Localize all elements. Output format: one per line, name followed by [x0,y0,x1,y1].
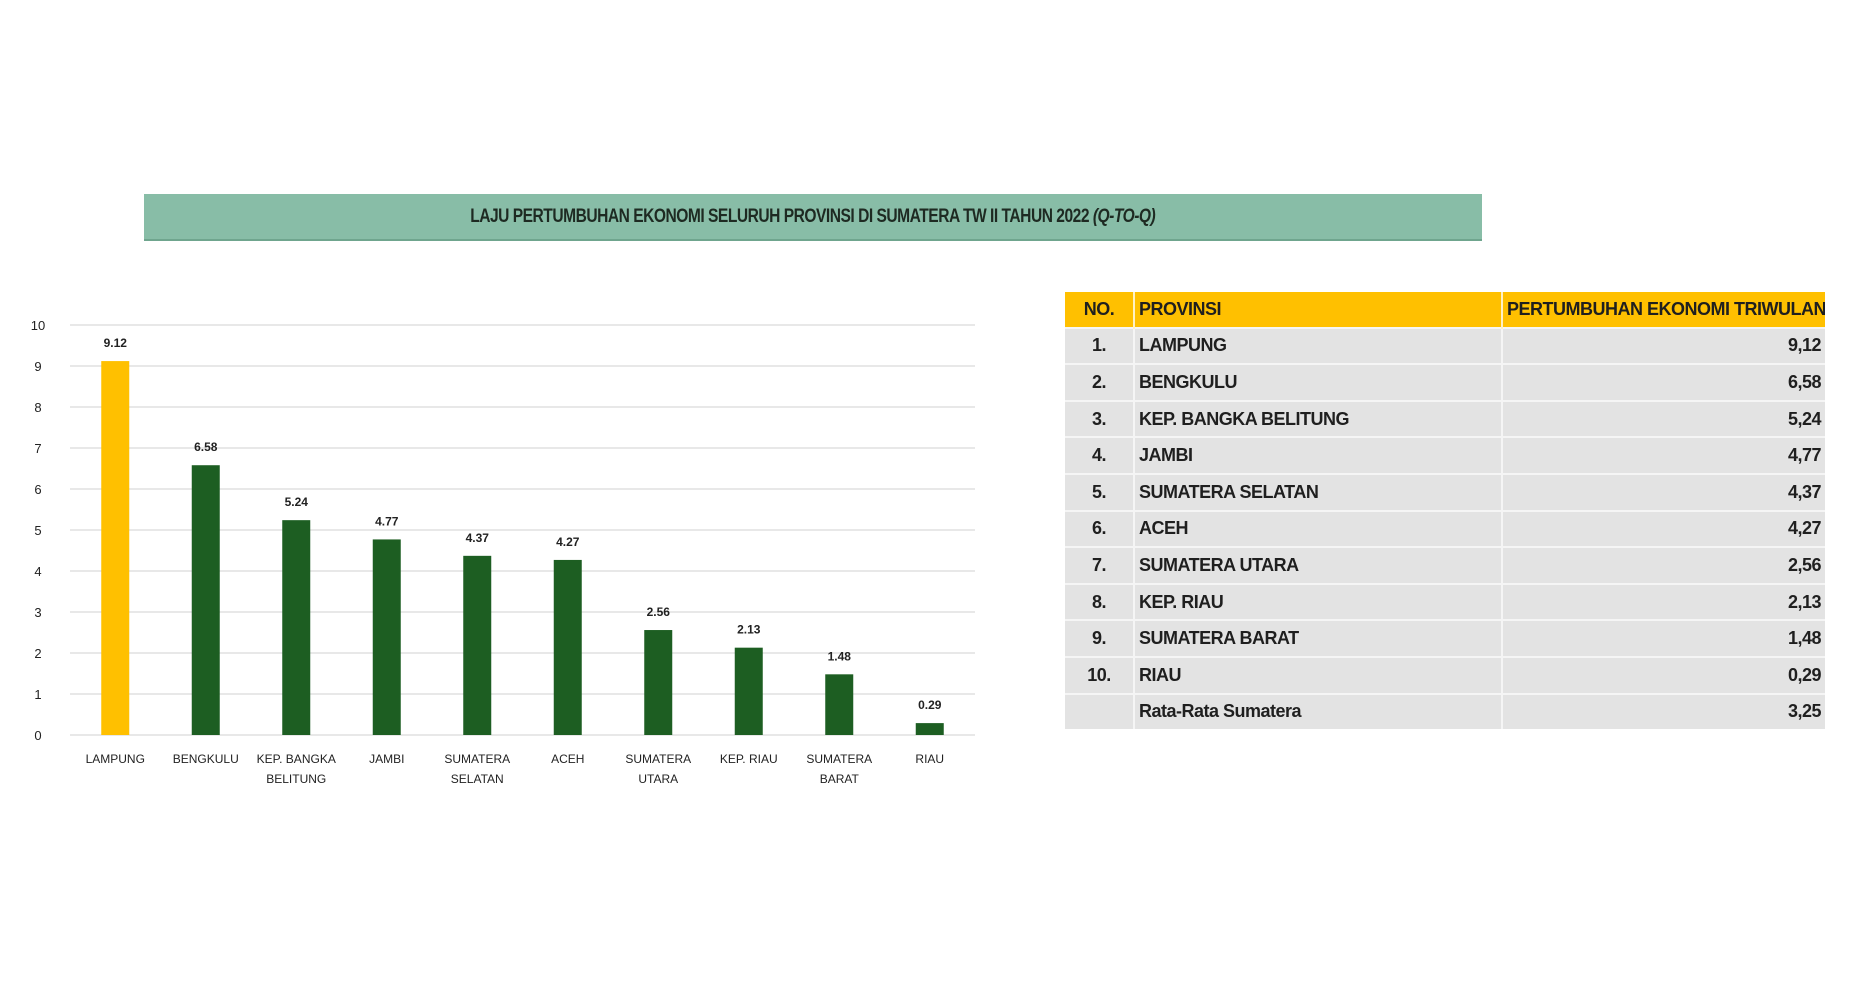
data-label: 2.13 [737,623,761,637]
y-tick-label: 2 [34,646,41,661]
average-label: Rata-Rata Sumatera [1134,692,1503,730]
x-tick-label: BELITUNG [266,772,326,786]
bar [734,647,763,735]
y-tick-label: 8 [34,400,41,415]
table-row: 3. KEP. BANGKA BELITUNG 5,24 [1065,399,1825,438]
data-label: 2.56 [647,605,671,619]
row-no: 2. [1065,363,1135,401]
row-province: JAMBI [1134,436,1503,474]
x-tick-label: KEP. RIAU [720,752,778,766]
row-no: 3. [1065,399,1135,438]
row-province: SUMATERA SELATAN [1134,472,1503,511]
data-label: 4.77 [375,514,399,528]
x-tick-label: JAMBI [369,752,404,766]
row-value: 5,24 [1502,399,1825,438]
row-value: 6,58 [1502,363,1825,401]
y-tick-label: 4 [34,564,41,579]
x-tick-label: SELATAN [451,772,504,786]
row-value: 9,12 [1502,326,1825,365]
bar [191,465,220,735]
chart-title-banner: LAJU PERTUMBUHAN EKONOMI SELURUH PROVINS… [144,194,1482,241]
table-header-row: NO. PROVINSI PERTUMBUHAN EKONOMI TRIWULA… [1065,292,1825,328]
table-row: 2. BENGKULU 6,58 [1065,363,1825,401]
table-row: 8. KEP. RIAU 2,13 [1065,582,1825,621]
x-tick-label: SUMATERA [444,752,510,766]
y-tick-label: 6 [34,482,41,497]
row-no: 10. [1065,655,1135,694]
bar [553,559,582,735]
bar [915,723,944,735]
row-value: 1,48 [1502,619,1825,657]
bar-chart: 0 1 2 3 4 5 6 7 8 9 10 9.12 LAMPUNG 6.58 BENGKULU 5.24 K… [31,318,975,786]
row-value: 2,13 [1502,582,1825,621]
data-label: 0.29 [918,698,942,712]
x-tick-label: ACEH [551,752,584,766]
data-label: 9.12 [104,336,128,350]
row-value: 0,29 [1502,655,1825,694]
x-tick-label: BENGKULU [173,752,239,766]
y-tick-label: 9 [34,359,41,374]
bar [372,539,401,735]
average-no [1065,692,1135,730]
row-value: 4,27 [1502,509,1825,548]
data-label: 6.58 [194,440,218,454]
x-tick-label: SUMATERA [806,752,872,766]
growth-table: NO. PROVINSI PERTUMBUHAN EKONOMI TRIWULA… [1065,292,1825,730]
data-label: 4.37 [466,531,490,545]
header-growth: PERTUMBUHAN EKONOMI TRIWULAN II [1502,292,1825,328]
y-tick-label: 0 [34,728,41,743]
bar [825,674,854,735]
chart-title-main: LAJU PERTUMBUHAN EKONOMI SELURUH PROVINS… [470,205,1090,227]
row-province: ACEH [1134,509,1503,548]
table-row: 5. SUMATERA SELATAN 4,37 [1065,472,1825,511]
table-average-row: Rata-Rata Sumatera 3,25 [1065,692,1825,730]
row-no: 9. [1065,619,1135,657]
row-no: 8. [1065,582,1135,621]
y-tick-label: 1 [34,687,41,702]
y-tick-label: 3 [34,605,41,620]
header-province: PROVINSI [1134,292,1503,328]
row-no: 4. [1065,436,1135,474]
y-tick-label: 10 [31,318,45,333]
x-tick-label: RIAU [915,752,944,766]
table-row: 1. LAMPUNG 9,12 [1065,326,1825,365]
row-no: 6. [1065,509,1135,548]
row-no: 7. [1065,546,1135,584]
row-value: 2,56 [1502,546,1825,584]
bar [463,555,492,735]
row-no: 5. [1065,472,1135,511]
x-tick-label: SUMATERA [625,752,691,766]
row-value: 4,77 [1502,436,1825,474]
row-province: SUMATERA BARAT [1134,619,1503,657]
chart-title: LAJU PERTUMBUHAN EKONOMI SELURUH PROVINS… [470,205,1156,228]
data-label: 5.24 [285,495,309,509]
bar [101,361,130,735]
table-row: 4. JAMBI 4,77 [1065,436,1825,474]
data-label: 4.27 [556,535,580,549]
x-tick-label: UTARA [638,772,678,786]
y-tick-label: 5 [34,523,41,538]
table-row: 6. ACEH 4,27 [1065,509,1825,548]
average-value: 3,25 [1502,692,1825,730]
header-no: NO. [1065,292,1135,328]
y-tick-label: 7 [34,441,41,456]
table-row: 7. SUMATERA UTARA 2,56 [1065,546,1825,584]
row-province: LAMPUNG [1134,326,1503,365]
table-row: 9. SUMATERA BARAT 1,48 [1065,619,1825,657]
x-tick-label: BARAT [820,772,860,786]
row-no: 1. [1065,326,1135,365]
row-province: BENGKULU [1134,363,1503,401]
row-value: 4,37 [1502,472,1825,511]
row-province: KEP. BANGKA BELITUNG [1134,399,1503,438]
bar [282,520,311,735]
row-province: RIAU [1134,655,1503,694]
row-province: KEP. RIAU [1134,582,1503,621]
table-row: 10. RIAU 0,29 [1065,655,1825,694]
bar [644,630,673,735]
chart-title-suffix: (Q-TO-Q) [1093,205,1156,227]
data-label: 1.48 [828,649,852,663]
x-tick-label: LAMPUNG [86,752,145,766]
row-province: SUMATERA UTARA [1134,546,1503,584]
x-tick-label: KEP. BANGKA [257,752,336,766]
